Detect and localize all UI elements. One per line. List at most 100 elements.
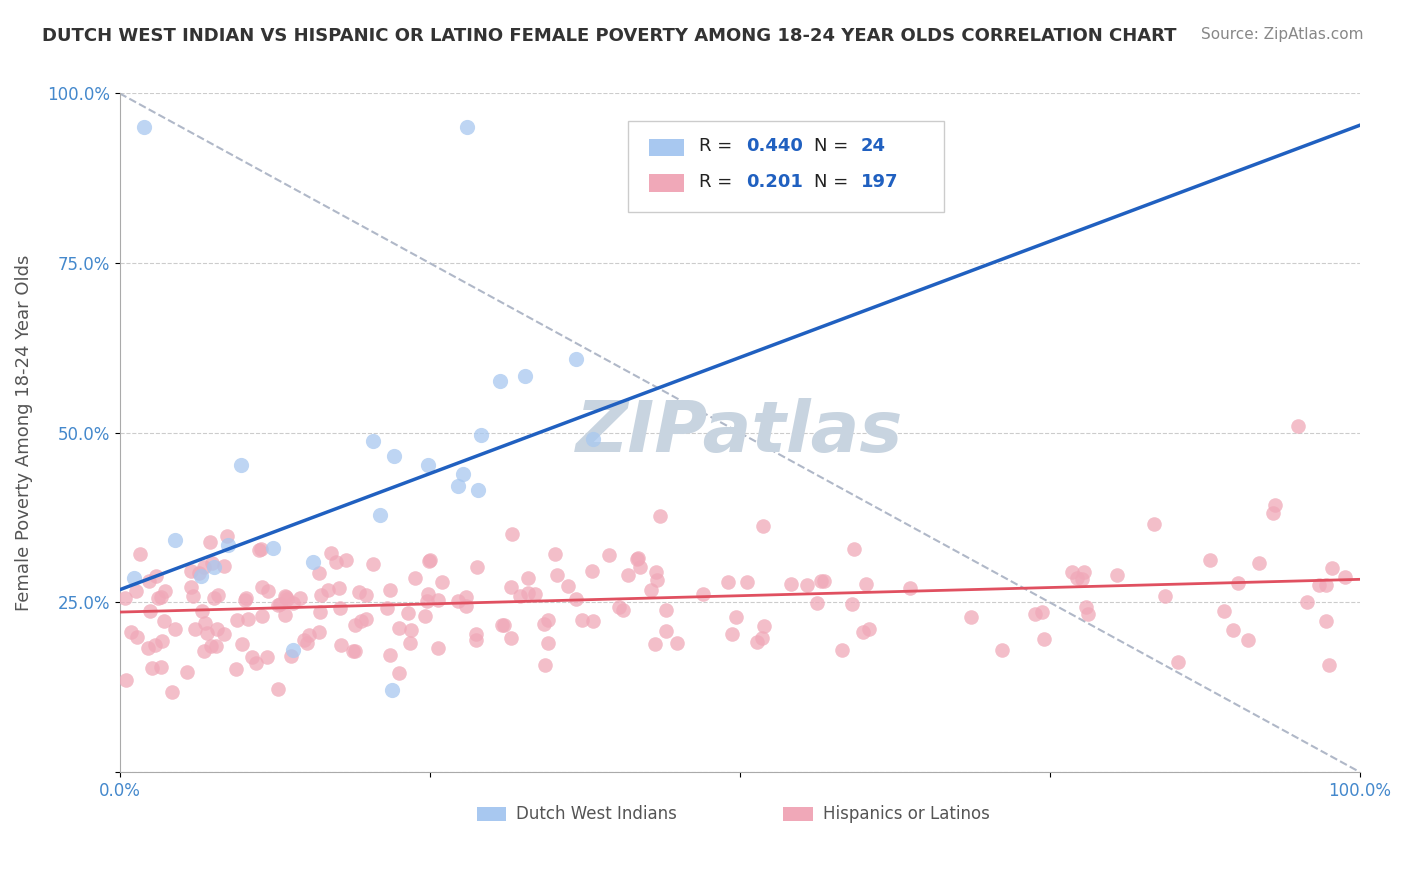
Point — [122, 571, 145, 585]
Point — [180, 564, 202, 578]
Point — [513, 368, 536, 383]
Point — [202, 591, 225, 606]
Point — [418, 458, 440, 472]
Point — [153, 583, 176, 598]
Point — [205, 639, 228, 653]
Point — [488, 374, 510, 388]
Text: 0.440: 0.440 — [745, 137, 803, 155]
Point — [242, 650, 264, 665]
Point — [571, 614, 593, 628]
Point — [363, 557, 385, 571]
Point — [214, 627, 236, 641]
Point — [453, 467, 475, 481]
Point — [647, 573, 669, 587]
Point — [852, 624, 875, 639]
Point — [1031, 606, 1053, 620]
Point — [231, 637, 253, 651]
Point — [416, 594, 439, 608]
Point — [627, 550, 650, 565]
Point — [145, 569, 167, 583]
Point — [717, 574, 740, 589]
Point — [380, 583, 402, 598]
Point — [235, 593, 257, 607]
Point — [396, 607, 419, 621]
Point — [382, 449, 405, 463]
Point — [344, 618, 367, 632]
Point — [720, 627, 742, 641]
Point — [152, 614, 174, 628]
Point — [190, 569, 212, 583]
Point — [492, 618, 515, 632]
Point — [1107, 568, 1129, 582]
Point — [280, 648, 302, 663]
Point — [960, 610, 983, 624]
Point — [991, 643, 1014, 657]
Point — [212, 558, 235, 573]
Point — [329, 601, 352, 615]
Point — [564, 591, 586, 606]
Point — [160, 685, 183, 699]
Point — [546, 567, 568, 582]
Point — [217, 537, 239, 551]
Text: 197: 197 — [860, 172, 898, 191]
Point — [176, 665, 198, 679]
Point — [202, 560, 225, 574]
Point — [447, 479, 470, 493]
Point — [1032, 632, 1054, 647]
Point — [191, 604, 214, 618]
Point — [381, 683, 404, 698]
Point — [780, 577, 803, 591]
Y-axis label: Female Poverty Among 18-24 Year Olds: Female Poverty Among 18-24 Year Olds — [15, 254, 32, 611]
Point — [1024, 607, 1046, 622]
Point — [150, 634, 173, 648]
Point — [354, 588, 377, 602]
Point — [193, 615, 215, 630]
Point — [262, 541, 284, 556]
Point — [418, 553, 440, 567]
Point — [533, 616, 555, 631]
Point — [454, 590, 477, 604]
Point — [207, 588, 229, 602]
FancyBboxPatch shape — [650, 139, 683, 156]
Point — [418, 587, 440, 601]
Point — [120, 624, 142, 639]
Point — [1066, 571, 1088, 585]
Point — [645, 566, 668, 580]
Point — [1070, 572, 1092, 586]
Point — [350, 614, 373, 628]
Point — [181, 589, 204, 603]
Point — [143, 638, 166, 652]
Point — [582, 432, 605, 446]
Text: DUTCH WEST INDIAN VS HISPANIC OR LATINO FEMALE POVERTY AMONG 18-24 YEAR OLDS COR: DUTCH WEST INDIAN VS HISPANIC OR LATINO … — [42, 27, 1177, 45]
Point — [139, 604, 162, 618]
Point — [413, 609, 436, 624]
Point — [149, 591, 172, 605]
Point — [534, 657, 557, 672]
Point — [316, 582, 339, 597]
Point — [325, 555, 347, 569]
Point — [257, 584, 280, 599]
Point — [226, 613, 249, 627]
Point — [841, 597, 863, 611]
Point — [524, 587, 547, 601]
Point — [354, 612, 377, 626]
Point — [796, 578, 818, 592]
Point — [274, 589, 297, 603]
Point — [430, 575, 453, 590]
Point — [193, 644, 215, 658]
Point — [810, 574, 832, 588]
Point — [266, 598, 288, 612]
Point — [256, 650, 278, 665]
Point — [319, 546, 342, 560]
Point — [134, 120, 156, 135]
Point — [467, 483, 489, 498]
Point — [467, 560, 489, 574]
Point — [565, 352, 588, 367]
Point — [250, 542, 273, 557]
Point — [292, 633, 315, 648]
Point — [267, 681, 290, 696]
Text: 24: 24 — [860, 137, 886, 155]
Point — [454, 599, 477, 613]
Text: Dutch West Indians: Dutch West Indians — [516, 805, 678, 823]
Point — [858, 623, 880, 637]
